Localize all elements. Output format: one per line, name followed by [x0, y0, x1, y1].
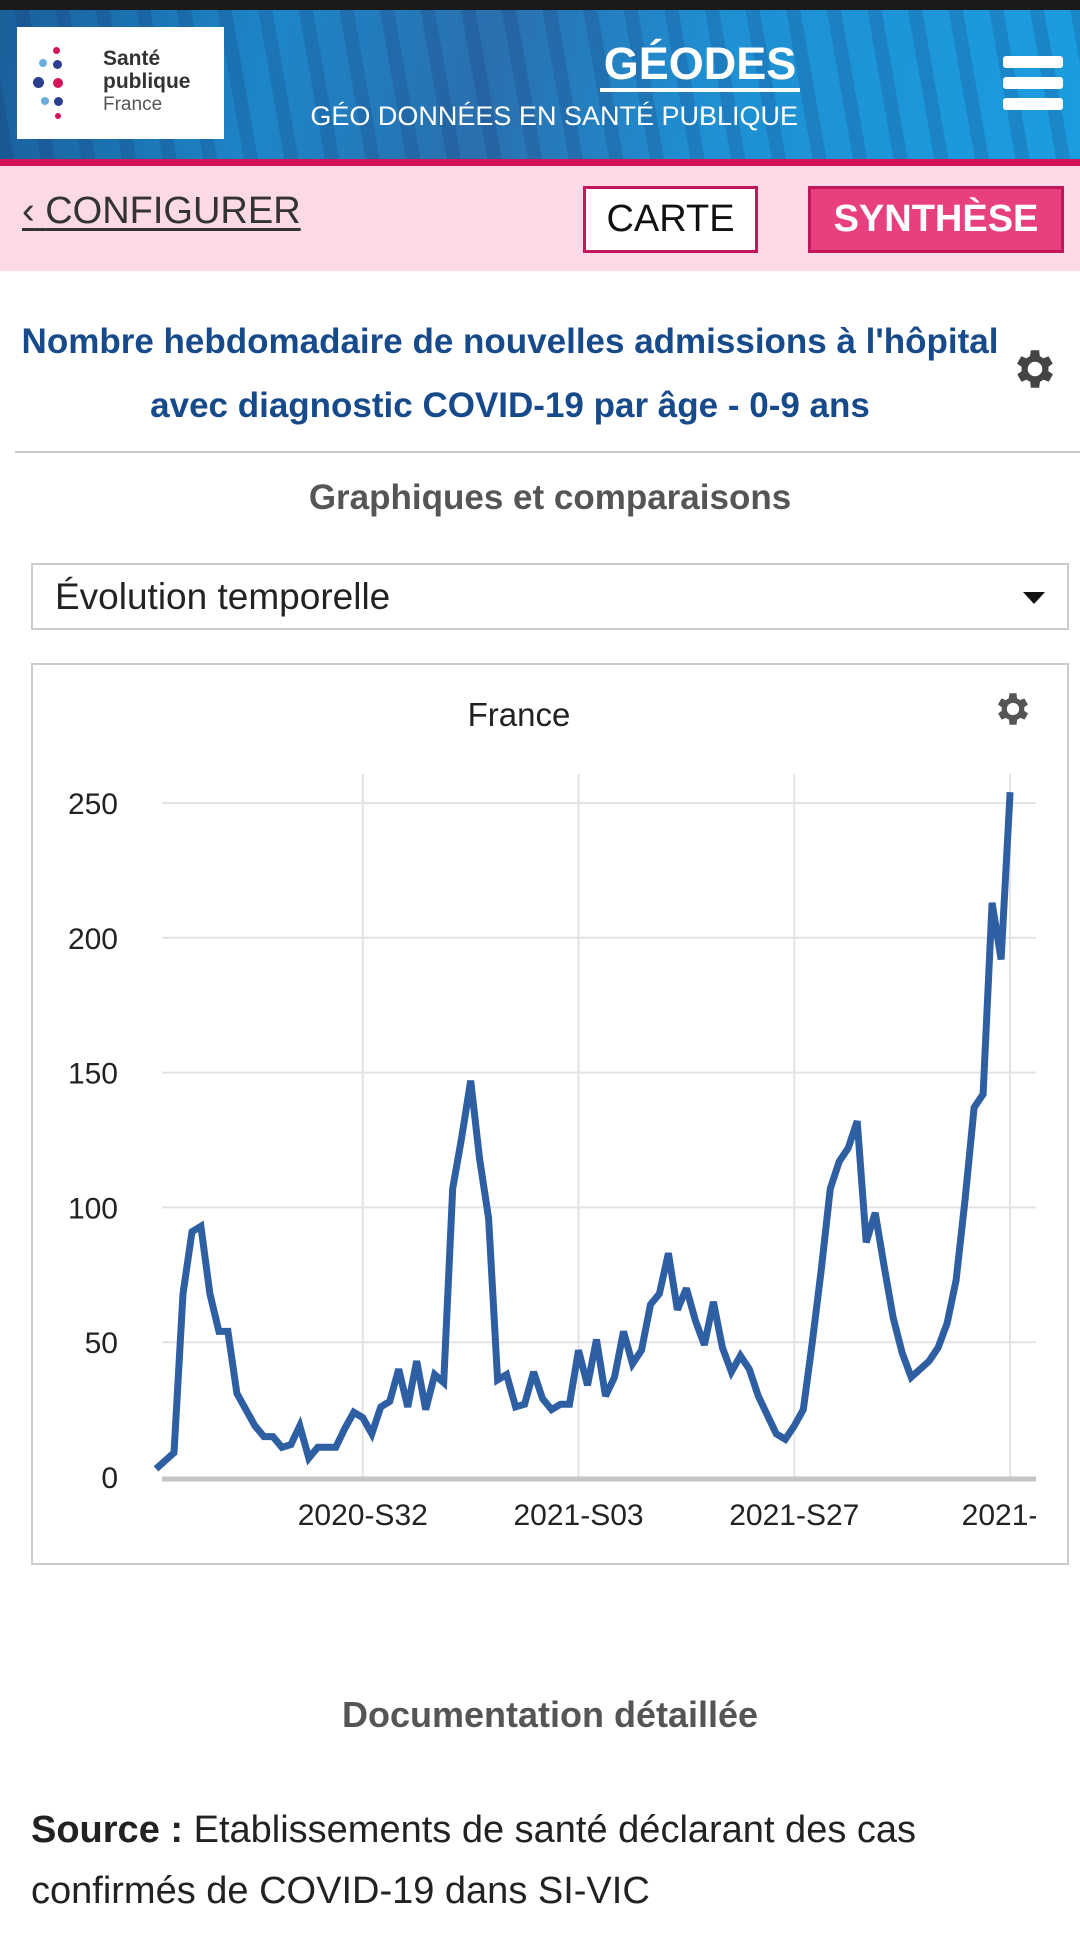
indicator-title: Nombre hebdomadaire de nouvelles admissi…	[21, 322, 999, 425]
series-lines	[153, 792, 1014, 1472]
app-title[interactable]: GÉODES	[600, 40, 800, 92]
x-tick-label: 2020-S32	[298, 1499, 428, 1532]
y-tick-label: 100	[68, 1192, 118, 1225]
status-bar	[0, 0, 1080, 10]
gear-icon[interactable]	[1010, 344, 1060, 394]
series-line-france	[153, 792, 1014, 1472]
logo-line: publique	[103, 70, 191, 93]
chart-title: France	[467, 696, 571, 733]
header-accent-line	[0, 159, 1080, 166]
hamburger-icon[interactable]	[1003, 56, 1063, 110]
sante-publique-france-logo[interactable]: Santé publique France	[17, 27, 224, 139]
section-title: Graphiques et comparaisons	[308, 478, 792, 517]
logo-line: France	[103, 94, 163, 115]
documentation-title: Documentation détaillée	[341, 1694, 759, 1735]
source-value: Etablissements de santé déclarant des ca…	[31, 1809, 917, 1912]
y-axis-ticks: 0 50 100 150 200 250	[68, 788, 118, 1495]
chart-type-select[interactable]: Évolution temporelle	[31, 563, 1069, 630]
gear-icon[interactable]	[992, 688, 1034, 730]
logo-dot	[53, 78, 63, 88]
source-text: Source : Etablissements de santé déclara…	[31, 1800, 1051, 1922]
source-label: Source :	[31, 1809, 184, 1851]
synthese-button[interactable]: SYNTHÈSE	[808, 186, 1064, 253]
caret-down-icon	[1023, 592, 1045, 604]
logo-text: Santé publique France	[103, 47, 191, 116]
x-tick-label: 2021-S03	[513, 1499, 643, 1532]
y-tick-label: 150	[68, 1058, 118, 1091]
x-tick-label: 2021-S	[962, 1499, 1059, 1532]
app-subtitle: GÉO DONNÉES EN SANTÉ PUBLIQUE	[310, 101, 798, 131]
configurer-back-link[interactable]: ‹ CONFIGURER	[22, 190, 301, 233]
carte-button[interactable]: CARTE	[583, 186, 758, 253]
y-tick-label: 200	[68, 923, 118, 956]
logo-dot	[53, 60, 62, 69]
line-chart: 0 50 100 150 200 250 2020-S32 2021-S03 2021-S27…	[68, 774, 1059, 1532]
logo-dot	[55, 113, 61, 119]
logo-dot	[53, 47, 60, 54]
chart-container	[31, 663, 1069, 1565]
chart-grid	[162, 774, 1036, 1482]
x-tick-label: 2021-S27	[729, 1499, 859, 1532]
divider	[15, 451, 1080, 453]
logo-dot	[41, 97, 49, 105]
select-value: Évolution temporelle	[55, 575, 391, 617]
chevron-left-icon: ‹	[22, 190, 35, 232]
logo-dot	[39, 59, 47, 67]
x-axis-ticks: 2020-S32 2021-S03 2021-S27 2021-S	[298, 1499, 1059, 1532]
y-tick-label: 250	[68, 788, 118, 821]
logo-dot	[33, 77, 44, 88]
logo-line: Santé	[103, 47, 161, 70]
y-tick-label: 50	[85, 1327, 118, 1360]
logo-dot	[54, 97, 63, 106]
y-tick-label: 0	[101, 1462, 118, 1495]
configurer-label: CONFIGURER	[45, 190, 301, 232]
